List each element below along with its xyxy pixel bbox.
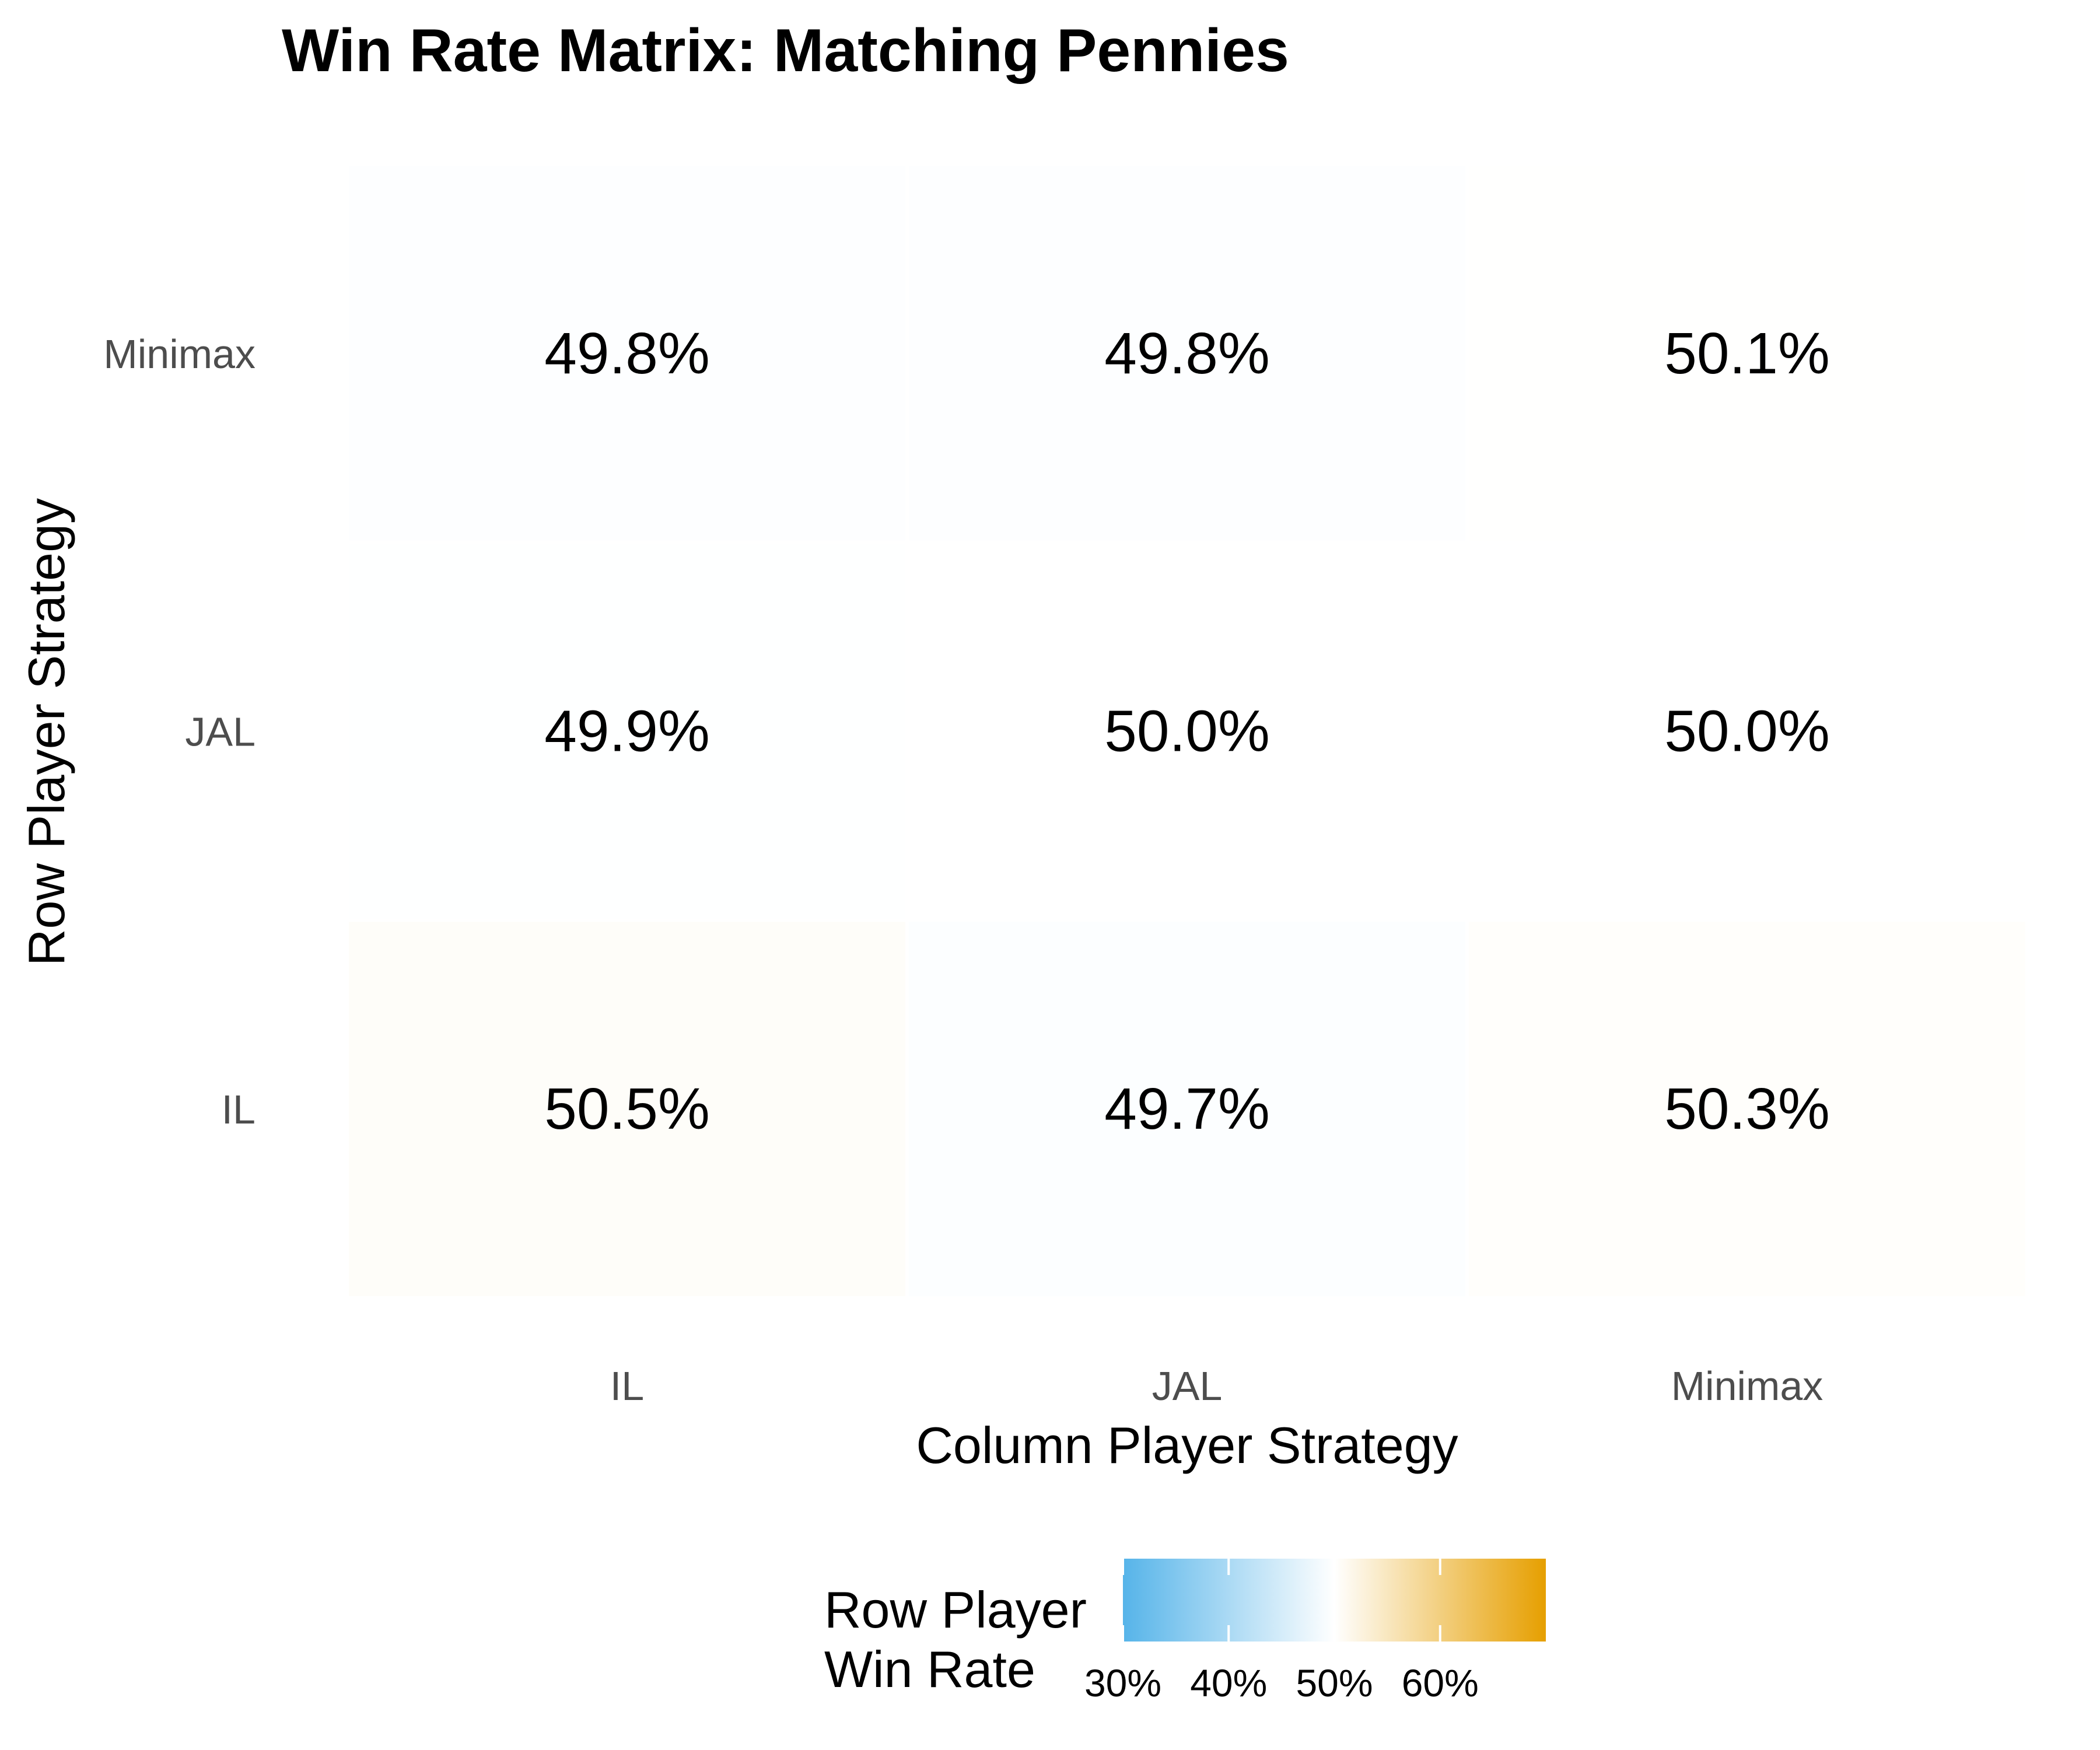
legend-title-line1: Row Player <box>824 1581 1087 1639</box>
heatmap-cell <box>1469 166 2025 541</box>
heatmap-cell <box>909 922 1465 1296</box>
heatmap-cell <box>1469 922 2025 1296</box>
y-tick-label: IL <box>222 1087 256 1132</box>
legend-tick-label: 50% <box>1296 1661 1373 1704</box>
legend-tick-label: 30% <box>1084 1661 1161 1704</box>
chart-title: Win Rate Matrix: Matching Pennies <box>282 17 1289 85</box>
cell-value-label: 49.8% <box>1104 321 1270 386</box>
cell-value-label: 49.7% <box>1104 1076 1270 1142</box>
cell-value-label: 50.0% <box>1104 699 1270 764</box>
legend-tick-label: 60% <box>1402 1661 1479 1704</box>
x-axis-title: Column Player Strategy <box>916 1416 1458 1474</box>
cell-value-label: 50.5% <box>544 1076 710 1142</box>
heatmap-cell-labels: 49.8% 49.8% 50.1% 49.9% 50.0% 50.0% 50.5% 49.7%… <box>544 321 1830 1142</box>
heatmap-cell <box>909 544 1465 919</box>
cell-value-label: 49.8% <box>544 321 710 386</box>
x-axis-tick-labels: IL JAL Minimax <box>610 1363 1823 1409</box>
legend-tick-label: 40% <box>1190 1661 1267 1704</box>
cell-value-label: 50.3% <box>1664 1076 1830 1142</box>
x-tick-label: Minimax <box>1671 1363 1824 1409</box>
y-axis-title: Row Player Strategy <box>18 498 75 966</box>
x-tick-label: IL <box>610 1363 644 1409</box>
legend: Row Player Win Rate 30% 40% 50% 60% <box>824 1559 1546 1704</box>
heatmap-cells <box>349 166 2025 1296</box>
heatmap-cell <box>909 166 1465 541</box>
y-tick-label: JAL <box>185 709 256 755</box>
heatmap-cell <box>349 166 905 541</box>
y-tick-label: Minimax <box>103 331 256 377</box>
legend-title-line2: Win Rate <box>824 1640 1035 1698</box>
cell-value-label: 49.9% <box>544 699 710 764</box>
heatmap-cell <box>1469 544 2025 919</box>
x-tick-label: JAL <box>1152 1363 1223 1409</box>
cell-value-label: 50.0% <box>1664 699 1830 764</box>
cell-value-label: 50.1% <box>1664 321 1830 386</box>
heatmap-cell <box>349 922 905 1296</box>
heatmap-cell <box>349 544 905 919</box>
y-axis-tick-labels: IL JAL Minimax <box>103 331 256 1132</box>
legend-ticks: 30% 40% 50% 60% <box>1084 1559 1479 1704</box>
